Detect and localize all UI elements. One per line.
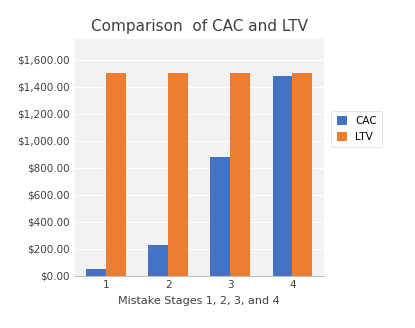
Legend: CAC, LTV: CAC, LTV	[332, 111, 382, 147]
Bar	[273, 76, 293, 276]
Bar	[168, 73, 188, 276]
Bar	[106, 73, 126, 276]
Bar	[148, 245, 168, 276]
Bar	[230, 73, 250, 276]
Bar	[210, 157, 230, 276]
Bar	[293, 73, 312, 276]
Bar	[86, 269, 106, 276]
Title: Comparison  of CAC and LTV: Comparison of CAC and LTV	[91, 19, 308, 34]
X-axis label: Mistake Stages 1, 2, 3, and 4: Mistake Stages 1, 2, 3, and 4	[118, 296, 280, 306]
